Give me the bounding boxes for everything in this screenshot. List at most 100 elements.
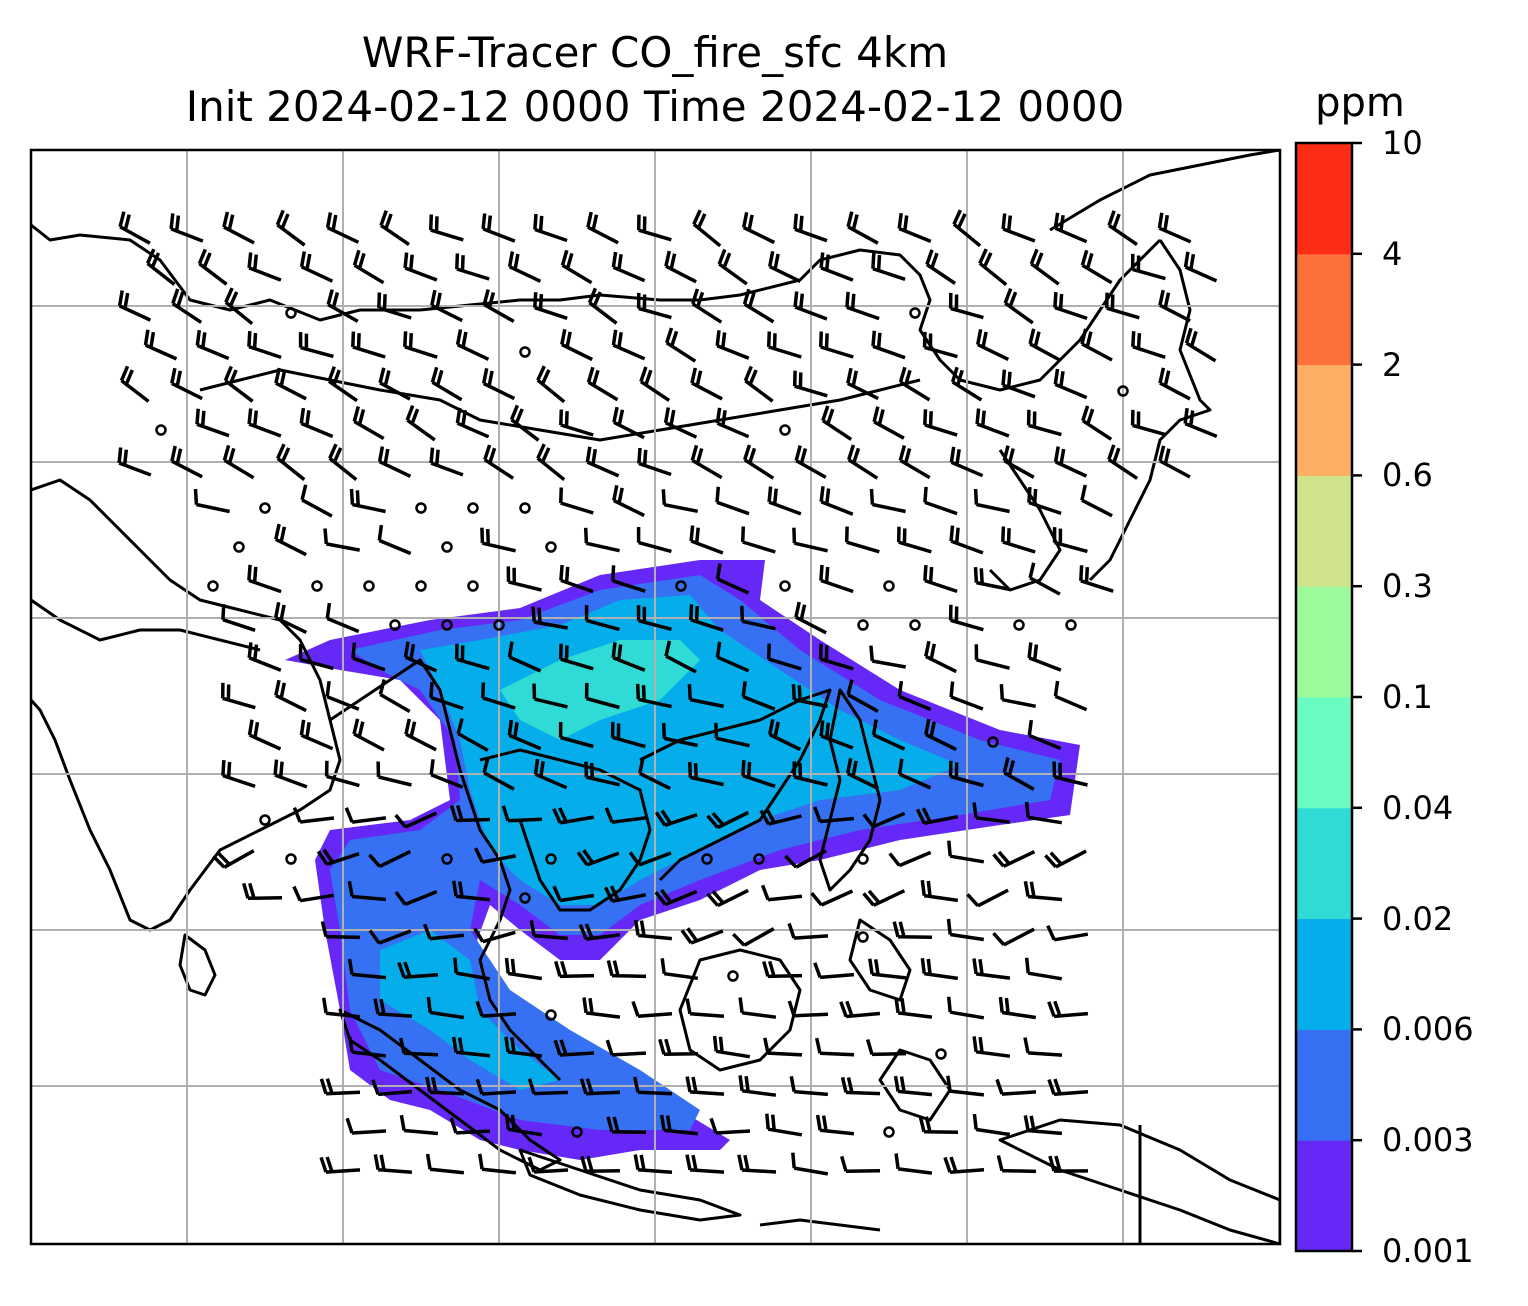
wind-barb: [222, 444, 255, 480]
wind-barb: [948, 604, 984, 632]
wind-barb: [1001, 213, 1036, 243]
wind-barb: [325, 212, 360, 244]
wind-barb: [299, 407, 334, 439]
wind-barb: [862, 889, 906, 907]
calm-wind-marker: [389, 619, 401, 631]
calm-wind-marker: [233, 541, 245, 553]
wind-barb: [323, 528, 361, 552]
wind-barb: [741, 211, 776, 245]
wind-barb: [692, 209, 722, 248]
wind-barb: [1158, 445, 1191, 479]
wind-barb: [767, 486, 802, 516]
wind-barb: [345, 1117, 387, 1135]
wind-barb: [897, 758, 932, 790]
colorbar-tick-label: 10: [1382, 124, 1423, 162]
plume-core: [500, 640, 700, 740]
wind-barb: [840, 1155, 881, 1174]
calm-wind-marker: [519, 892, 531, 904]
colorbar-segment: [1296, 143, 1352, 255]
wind-barb: [611, 565, 646, 593]
colorbar-tick-label: 0.003: [1382, 1121, 1474, 1160]
wind-barb: [403, 641, 438, 673]
wind-barb: [587, 287, 618, 325]
wind-barb: [946, 918, 985, 942]
wind-barb: [222, 211, 255, 245]
calm-wind-marker: [285, 853, 297, 865]
wind-barb: [429, 759, 464, 789]
wind-barb: [197, 248, 228, 286]
colorbar-segment: [1296, 1140, 1352, 1252]
wind-barb: [1080, 249, 1113, 285]
wind-barb: [580, 1155, 621, 1174]
wind-barb: [405, 404, 436, 442]
wind-barb: [737, 1154, 777, 1174]
wind-barb: [636, 605, 672, 631]
wind-barb: [659, 1114, 699, 1136]
wind-barb: [533, 213, 568, 243]
wind-barb: [533, 292, 568, 320]
wind-barb: [972, 958, 1011, 980]
wind-barb: [276, 443, 306, 481]
wind-barb: [636, 214, 672, 242]
wind-barb: [377, 446, 412, 478]
wind-barb: [583, 527, 620, 553]
wind-barb: [610, 721, 646, 749]
wind-barb: [893, 1075, 933, 1097]
wind-barb: [972, 1113, 1011, 1137]
wind-barb: [792, 761, 828, 787]
wind-barb: [347, 958, 387, 980]
wind-barb: [738, 1075, 777, 1097]
wind-barb: [1183, 407, 1218, 439]
colorbar-tick-label: 4: [1382, 234, 1403, 273]
wind-barb: [821, 405, 853, 441]
wind-barb: [1002, 445, 1035, 479]
wind-barb: [947, 840, 985, 864]
wind-barb: [972, 1036, 1011, 1058]
wind-barb: [946, 1075, 985, 1097]
wind-barb: [247, 408, 282, 438]
wind-barb: [925, 249, 957, 285]
wind-barb: [661, 489, 699, 514]
calm-wind-marker: [935, 1048, 947, 1060]
wind-barb: [455, 407, 490, 439]
wind-barb: [685, 1076, 725, 1096]
wind-barb: [584, 682, 620, 710]
wind-barb: [654, 888, 698, 907]
wind-barb: [611, 329, 646, 361]
wind-barb: [242, 882, 283, 901]
wind-barb: [584, 761, 620, 787]
wind-barb: [118, 211, 151, 245]
wind-barb: [661, 722, 698, 748]
wind-barb: [404, 718, 437, 752]
wind-barb: [741, 681, 776, 711]
wind-barb: [717, 248, 748, 286]
wind-barb: [690, 367, 723, 401]
wind-barb: [480, 527, 516, 553]
wind-barb: [1024, 957, 1063, 981]
wind-barb: [943, 1156, 985, 1174]
wind-barb: [536, 443, 566, 482]
wind-barb: [378, 367, 411, 401]
wind-barb: [871, 253, 906, 281]
wind-barb: [813, 806, 855, 824]
wind-barb: [379, 210, 410, 247]
wind-barb: [373, 998, 413, 1018]
wind-barb: [1046, 924, 1089, 942]
wind-barb: [426, 996, 465, 1020]
wind-barb: [759, 808, 802, 826]
wind-barbs: [117, 209, 1218, 1176]
wind-barb: [352, 406, 385, 441]
wind-barb: [224, 287, 254, 326]
wind-barb: [784, 849, 827, 869]
wind-barb: [888, 850, 932, 868]
wind-barb: [507, 719, 542, 751]
wind-barb: [689, 525, 724, 555]
wind-barb: [326, 289, 359, 323]
wind-barb: [1027, 719, 1062, 751]
calm-wind-marker: [207, 580, 219, 592]
wind-barb: [319, 1078, 361, 1096]
wind-barb: [453, 957, 491, 981]
wind-barb: [815, 1114, 855, 1136]
wind-barb: [949, 681, 984, 711]
wind-barb: [170, 367, 203, 401]
